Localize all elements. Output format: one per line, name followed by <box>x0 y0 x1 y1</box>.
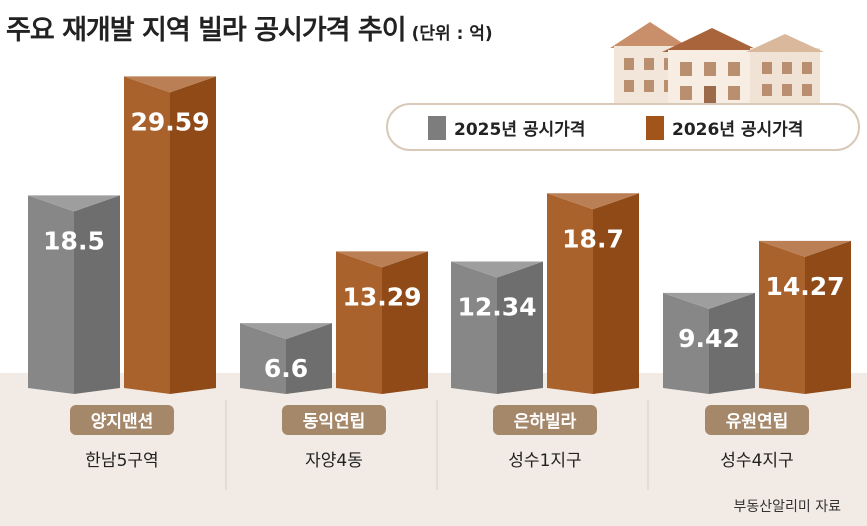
value-label-2026-2: 18.7 <box>562 224 624 253</box>
legend: 2025년 공시가격 2026년 공시가격 <box>386 103 860 151</box>
category-name-3: 유원연립 <box>726 412 789 432</box>
category-area-1: 자양4동 <box>305 451 363 471</box>
legend-swatch-2025 <box>428 115 446 140</box>
category-pill-1 <box>282 405 386 435</box>
category-area-0: 한남5구역 <box>85 451 158 471</box>
chart-title: 주요 재개발 지역 빌라 공시가격 추이 (단위 : 억) <box>6 8 493 47</box>
category-name-1: 동익연립 <box>303 412 366 432</box>
value-label-2025-3: 9.42 <box>678 324 740 353</box>
legend-swatch-2026 <box>646 115 664 140</box>
bar-2026-2 <box>547 193 639 394</box>
category-area-3: 성수4지구 <box>720 451 793 471</box>
bar-2026-0 <box>124 76 216 394</box>
category-pill-2 <box>493 405 597 435</box>
category-area-2: 성수1지구 <box>508 451 581 471</box>
category-name-0: 양지맨션 <box>91 412 154 432</box>
category-pill-0 <box>70 405 174 435</box>
value-label-2025-0: 18.5 <box>43 226 105 255</box>
bar-2026-1 <box>336 251 428 394</box>
legend-item-2025: 2025년 공시가격 <box>428 115 585 140</box>
value-label-2025-1: 6.6 <box>264 354 308 383</box>
source-note: 부동산알리미 자료 <box>733 499 842 515</box>
value-label-2026-0: 29.59 <box>130 107 209 136</box>
bar-2026-3 <box>759 240 851 394</box>
floor-band <box>0 373 867 526</box>
legend-label-2026: 2026년 공시가격 <box>672 120 804 140</box>
value-label-2026-3: 14.27 <box>765 272 844 301</box>
category-pill-3 <box>705 405 809 435</box>
legend-item-2026: 2026년 공시가격 <box>646 115 803 140</box>
chart-title-text: 주요 재개발 지역 빌라 공시가격 추이 <box>6 15 407 46</box>
category-name-2: 은하빌라 <box>514 412 577 432</box>
bar-2025-0 <box>28 195 120 394</box>
bar-2025-3 <box>663 292 755 394</box>
unit-label: (단위 : 억) <box>411 24 493 44</box>
legend-label-2025: 2025년 공시가격 <box>454 120 586 140</box>
bar-2025-2 <box>451 261 543 394</box>
value-label-2026-1: 13.29 <box>342 282 421 311</box>
houses-illustration <box>610 22 824 110</box>
bar-2025-1 <box>240 323 332 394</box>
value-label-2025-2: 12.34 <box>457 293 536 322</box>
